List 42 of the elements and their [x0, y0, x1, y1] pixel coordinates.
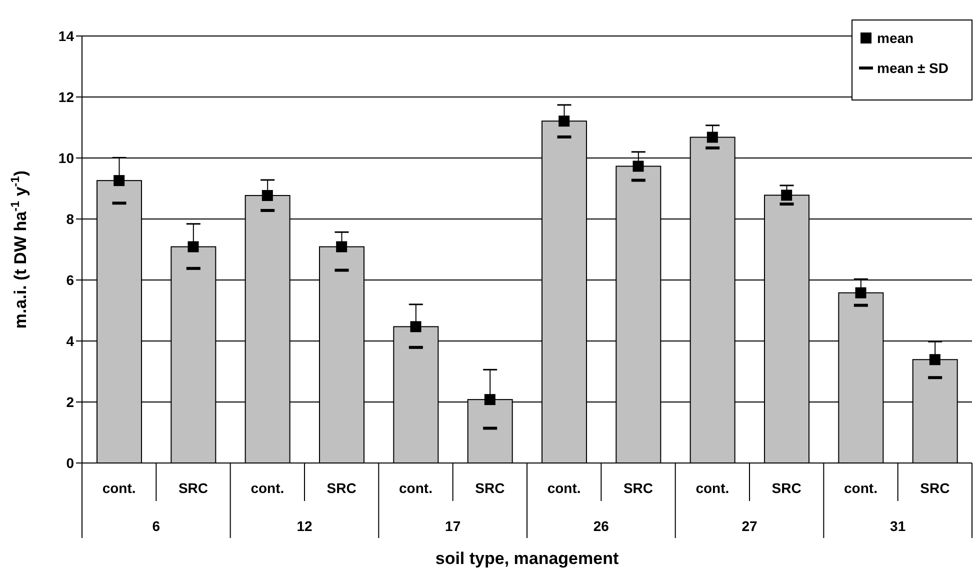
text: 6	[152, 518, 160, 534]
x-tick-label: cont.	[844, 480, 878, 496]
text: 27	[742, 518, 758, 534]
point	[781, 190, 792, 201]
text: 31	[890, 518, 906, 534]
x-tick-label: SRC	[178, 480, 208, 496]
text: 26	[593, 518, 610, 534]
x-tick-label: SRC	[772, 480, 802, 496]
text: 17	[445, 518, 461, 534]
x-tick-label: cont.	[547, 480, 581, 496]
y-tick-label: 14	[58, 28, 74, 44]
point	[262, 190, 273, 202]
text: 12	[296, 518, 312, 534]
point	[855, 287, 866, 298]
point	[336, 241, 348, 252]
x-tick-label: cont.	[696, 480, 730, 496]
y-tick-label: 0	[66, 454, 74, 471]
point	[484, 394, 496, 406]
x-axis-title: soil type, management	[435, 549, 619, 568]
legend-box: mean mean ± SD	[852, 20, 972, 100]
y-tick-label: 4	[66, 332, 74, 349]
annotation: mean ± SD	[877, 60, 948, 76]
y-tick-label: 6	[66, 272, 74, 288]
point	[929, 354, 940, 366]
point	[706, 132, 718, 143]
y-tick-label: 2	[66, 394, 74, 410]
point	[410, 321, 422, 332]
y-tick-label: 8	[66, 210, 74, 227]
x-tick-label: SRC	[920, 480, 950, 496]
point	[632, 160, 644, 172]
y-tick-label: 10	[58, 150, 74, 166]
y-tick-label: 12	[58, 88, 74, 105]
legend-label: mean	[877, 30, 914, 46]
x-tick-label: SRC	[623, 480, 654, 496]
x-tick-label: SRC	[475, 480, 505, 496]
point	[114, 175, 125, 186]
x-tick-label: SRC	[326, 480, 356, 496]
x-tick-label: cont.	[399, 480, 432, 496]
point	[188, 241, 199, 252]
point	[558, 116, 570, 127]
x-tick-label: cont.	[102, 480, 136, 496]
x-tick-label: cont.	[250, 480, 284, 496]
